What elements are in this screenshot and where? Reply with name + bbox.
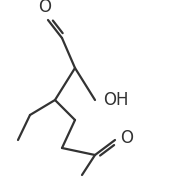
- Text: OH: OH: [103, 91, 128, 109]
- Text: O: O: [120, 129, 133, 147]
- Text: O: O: [39, 0, 51, 16]
